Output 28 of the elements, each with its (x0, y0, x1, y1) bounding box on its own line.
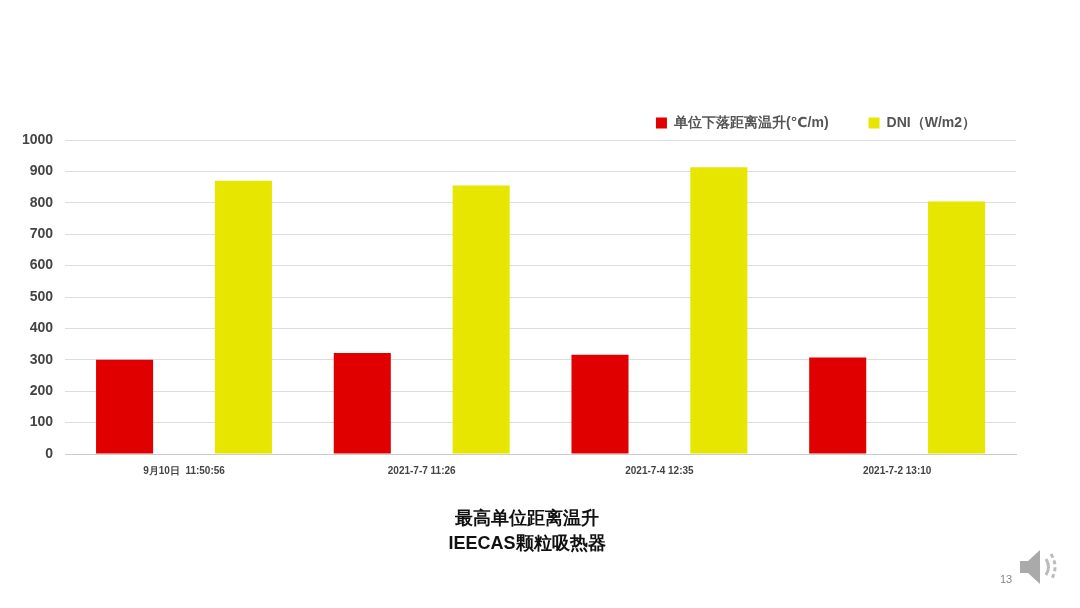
y-tick-label: 200 (29, 382, 54, 399)
text: 13 (1000, 573, 1013, 585)
y-tick-label: 600 (29, 256, 54, 273)
y-tick-label: 300 (29, 350, 54, 367)
y-tick-label: 400 (29, 319, 54, 336)
bar (214, 180, 272, 454)
legend-label: 单位下落距离温升(℃/m) (672, 113, 829, 130)
legend-label: DNI（W/m2） (886, 113, 976, 130)
text: IEECAS颗粒吸热器 (447, 532, 607, 555)
text: 最高单位距离温升 (454, 507, 600, 530)
x-tick-label: 2021-7-4 12:35 (625, 464, 695, 476)
bar (96, 359, 154, 454)
x-tick-label: 9月10日 11:50:56 (143, 464, 226, 476)
y-tick-label: 1000 (21, 130, 54, 147)
x-tick-label: 2021-7-2 13:10 (862, 464, 932, 476)
y-tick-label: 900 (29, 162, 54, 179)
x-tick-label: 2021-7-7 11:26 (387, 464, 457, 476)
bar (809, 357, 867, 454)
y-tick-label: 800 (29, 193, 54, 210)
y-tick-label: 500 (29, 287, 54, 304)
y-tick-label: 0 (45, 444, 54, 461)
bar (333, 352, 391, 454)
bar (571, 354, 629, 454)
y-tick-label: 700 (29, 225, 54, 242)
bar (690, 167, 748, 454)
bar (452, 185, 510, 454)
bar (928, 201, 986, 454)
y-tick-label: 100 (29, 413, 54, 430)
